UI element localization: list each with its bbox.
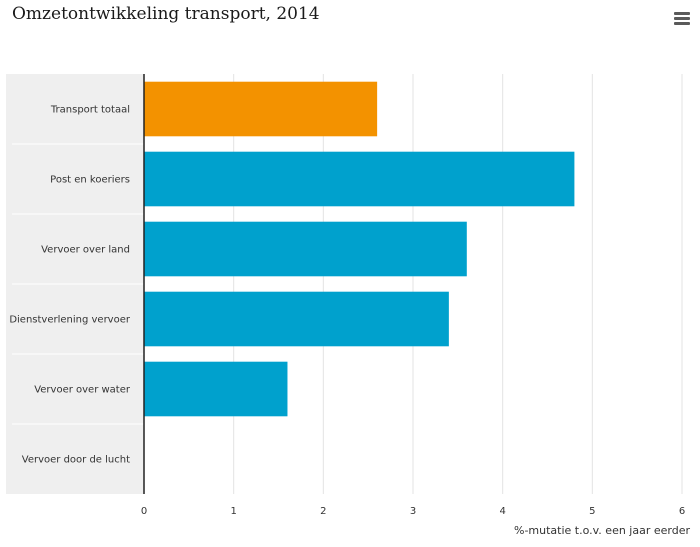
category-label: Dienstverlening vervoer bbox=[9, 315, 131, 326]
bars bbox=[144, 81, 575, 417]
category-label: Vervoer door de lucht bbox=[22, 455, 130, 466]
category-label: Vervoer over land bbox=[41, 245, 130, 256]
gridlines bbox=[12, 74, 683, 494]
category-label: Post en koeriers bbox=[50, 175, 130, 186]
x-tick-label: 4 bbox=[499, 506, 505, 517]
x-tick-label: 5 bbox=[589, 506, 595, 517]
bar-vervoer-over-land[interactable] bbox=[144, 221, 467, 277]
chart-title: Omzetontwikkeling transport, 2014 bbox=[12, 4, 320, 24]
category-labels: Transport totaal Post en koeriers Vervoer … bbox=[9, 105, 131, 466]
x-tick-labels: 0 1 2 3 4 5 6 bbox=[141, 506, 685, 517]
bar-post-en-koeriers[interactable] bbox=[144, 151, 575, 207]
x-axis-title: %-mutatie t.o.v. een jaar eerder bbox=[514, 524, 690, 537]
bar-transport-totaal[interactable] bbox=[144, 81, 378, 137]
category-label: Vervoer over water bbox=[34, 385, 131, 396]
bar-dienstverlening-vervoer[interactable] bbox=[144, 291, 449, 347]
bar-vervoer-over-water[interactable] bbox=[144, 361, 288, 417]
x-tick-label: 0 bbox=[141, 506, 147, 517]
x-tick-label: 6 bbox=[679, 506, 685, 517]
category-label: Transport totaal bbox=[50, 105, 130, 116]
x-tick-label: 1 bbox=[230, 506, 236, 517]
hamburger-menu-icon[interactable] bbox=[674, 12, 690, 26]
x-tick-label: 2 bbox=[320, 506, 326, 517]
x-tick-label: 3 bbox=[410, 506, 416, 517]
